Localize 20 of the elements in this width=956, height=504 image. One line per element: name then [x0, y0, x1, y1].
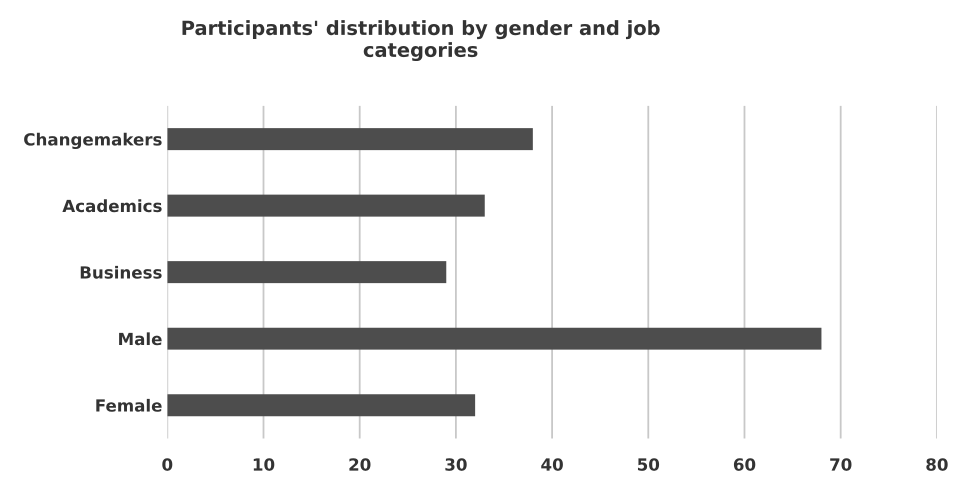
y-tick-label: Female	[96, 398, 162, 412]
x-tick-label: 30	[445, 458, 467, 471]
bar	[167, 394, 476, 416]
x-tick-label: 70	[830, 458, 852, 471]
y-tick-label: Male	[119, 332, 162, 346]
bar	[167, 128, 533, 150]
x-tick-label: 0	[162, 458, 172, 471]
bar	[167, 328, 822, 350]
x-tick-label: 40	[541, 458, 563, 471]
x-tick-label: 10	[254, 458, 274, 471]
y-tick-label: Business	[80, 266, 162, 279]
x-tick-label: 20	[349, 458, 370, 471]
y-tick-label: Changemakers	[24, 132, 162, 150]
x-tick-label: 60	[734, 458, 756, 471]
bar	[167, 261, 446, 284]
chart-title: Participants' distribution by gender and job categories	[182, 20, 660, 62]
y-tick-label: Academics	[62, 199, 162, 212]
x-tick-label: 80	[926, 458, 948, 471]
x-tick-label: 50	[638, 458, 660, 471]
bar	[167, 194, 485, 217]
